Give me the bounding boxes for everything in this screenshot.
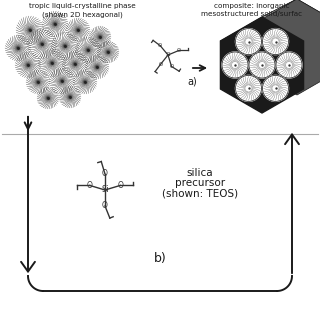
FancyArrowPatch shape [285,134,299,273]
Circle shape [276,52,302,78]
Text: composite: inorganic: composite: inorganic [214,3,290,9]
Text: O: O [158,62,163,67]
Text: O: O [102,170,108,179]
Text: Si: Si [165,52,171,58]
Text: O: O [169,64,174,69]
Text: (shown: TEOS): (shown: TEOS) [162,188,238,198]
Text: precursor: precursor [175,178,225,188]
Circle shape [262,28,289,55]
Text: silica: silica [187,168,213,178]
Polygon shape [220,23,255,89]
Text: O: O [158,43,163,48]
Text: O: O [117,181,123,190]
Polygon shape [255,0,320,95]
Polygon shape [220,17,304,113]
Text: b): b) [154,252,166,265]
Text: O: O [102,202,108,211]
FancyArrowPatch shape [21,117,35,272]
Text: O: O [177,48,181,53]
Circle shape [262,76,289,101]
Circle shape [236,76,261,101]
Text: mesostructured solid/surfac: mesostructured solid/surfac [201,11,303,17]
Text: (shown 2D hexagonal): (shown 2D hexagonal) [42,11,122,18]
Text: O: O [87,181,92,190]
Text: tropic liquid-crystalline phase: tropic liquid-crystalline phase [28,3,135,9]
Circle shape [222,52,248,78]
Text: Si: Si [101,186,109,195]
Text: a): a) [187,76,197,86]
Circle shape [236,28,261,55]
Circle shape [249,52,275,78]
Polygon shape [220,0,297,41]
Polygon shape [262,0,320,41]
